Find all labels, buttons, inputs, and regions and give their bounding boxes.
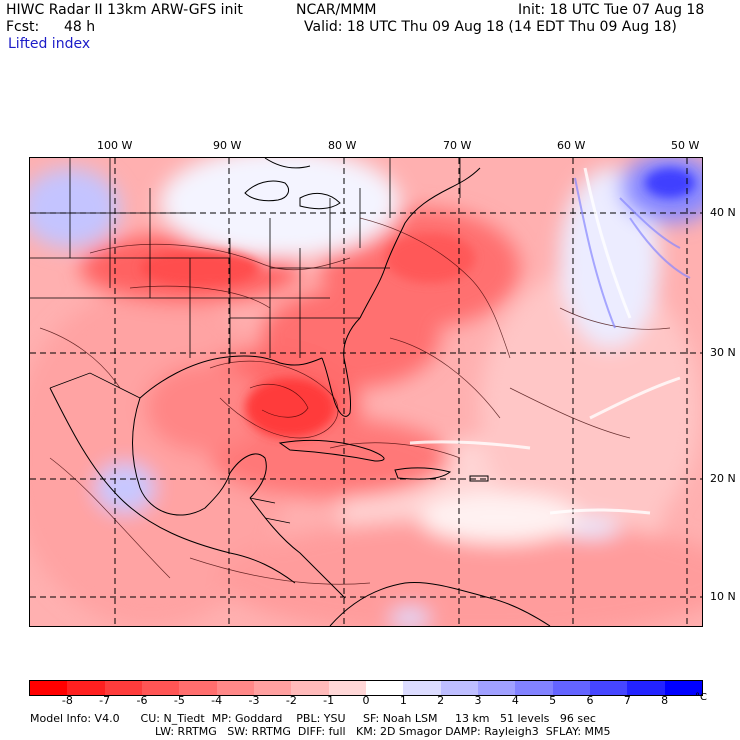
lat-label-20n: 20 N [710,472,736,485]
forecast-label: Fcst: [6,19,40,35]
colorbar-segment [141,681,180,695]
colorbar-segment [627,681,665,695]
colorbar-unit: °C [695,692,707,703]
colorbar-segment [440,681,478,695]
colorbar-tick-label: 0 [362,694,370,707]
colorbar-segment [104,681,142,695]
colorbar-segment [328,681,366,695]
init-time: Init: 18 UTC Tue 07 Aug 18 [518,2,705,18]
forecast-hour: 48 h [64,19,96,35]
organization-label: NCAR/MMM [296,2,377,18]
lon-label-90w: 90 W [213,139,242,152]
colorbar-segment [403,681,441,695]
colorbar-tick-label: 1 [399,694,407,707]
colorbar-segment [216,681,254,695]
lat-label-10n: 10 N [710,590,736,603]
colorbar-tick-label: 4 [511,694,519,707]
model-info-line-2: LW: RRTMG SW: RRTMG DIFF: full KM: 2D Sm… [155,725,611,738]
lon-label-80w: 80 W [328,139,357,152]
field-core [140,168,695,438]
colorbar-segment [365,681,404,695]
lat-lon-grid [30,158,702,626]
colorbar-tick-label: 5 [549,694,557,707]
colorbar-tick-label: 8 [661,694,669,707]
colorbar-tick-label: 6 [586,694,594,707]
lat-label-30n: 30 N [710,346,736,359]
colorbar-segment [552,681,590,695]
colorbar-segment [30,681,68,695]
field-shading [30,158,702,626]
colorbar-segment [253,681,292,695]
colorbar [29,680,703,696]
lon-label-50w: 50 W [671,139,700,152]
colorbar-segment [67,681,105,695]
colorbar-segment [515,681,553,695]
model-info-line-1: Model Info: V4.0 CU: N_Tiedt MP: Goddard… [30,712,596,725]
colorbar-tick-label: -7 [99,694,111,707]
colorbar-tick-label: -5 [173,694,185,707]
colorbar-segment [179,681,217,695]
political-borders [30,158,461,524]
colorbar-segment [477,681,516,695]
field-contours [39,217,671,585]
lon-label-100w: 100 W [97,139,133,152]
colorbar-tick-label: -1 [323,694,335,707]
field-name: Lifted index [8,36,91,52]
colorbar-tick-label: 3 [474,694,482,707]
colorbar-segment [589,681,628,695]
colorbar-tick-label: -4 [211,694,223,707]
valid-time: Valid: 18 UTC Thu 09 Aug 18 (14 EDT Thu … [304,19,677,35]
product-title: HIWC Radar II 13km ARW-GFS init [6,2,243,18]
colorbar-tick-label: -8 [61,694,73,707]
colorbar-tick-label: 7 [623,694,631,707]
stable-streaks-blue [574,177,691,329]
colorbar-segment [664,681,702,695]
lifted-index-map [29,157,703,627]
colorbar-segment [291,681,329,695]
lon-label-70w: 70 W [443,139,472,152]
lon-label-60w: 60 W [557,139,586,152]
colorbar-tick-label: -2 [285,694,297,707]
colorbar-tick-label: -6 [136,694,148,707]
colorbar-tick-label: 2 [437,694,445,707]
colorbar-tick-label: -3 [248,694,260,707]
lat-label-40n: 40 N [710,206,736,219]
stable-streaks [409,167,681,515]
